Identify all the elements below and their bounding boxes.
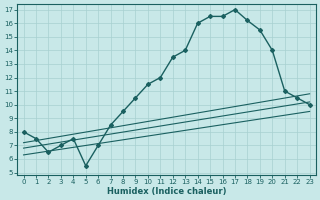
- X-axis label: Humidex (Indice chaleur): Humidex (Indice chaleur): [107, 187, 226, 196]
